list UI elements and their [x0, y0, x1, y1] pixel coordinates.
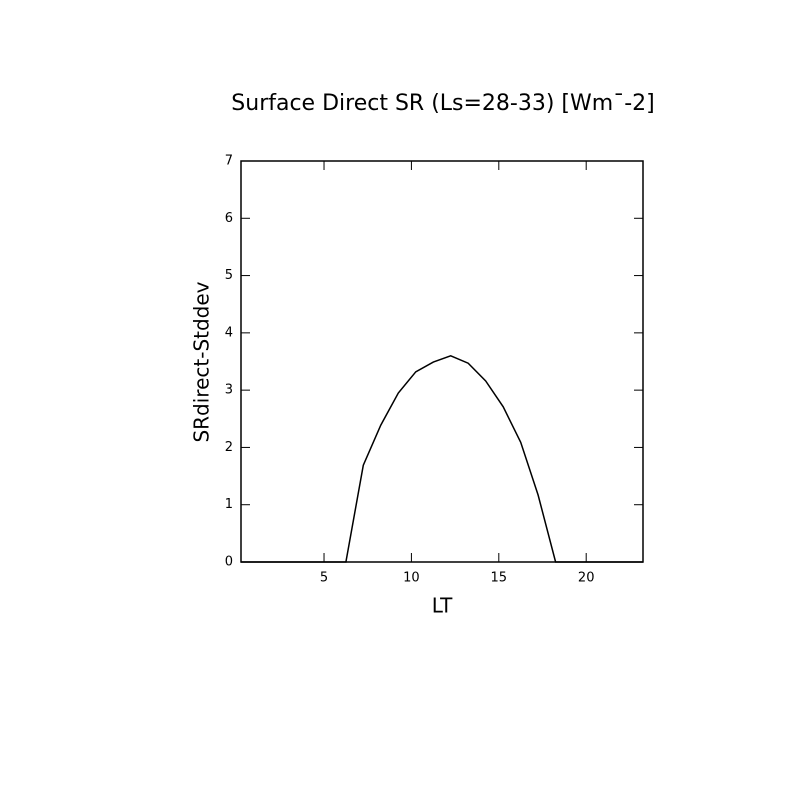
y-tick-label: 3: [225, 383, 233, 398]
y-tick-label: 1: [225, 497, 233, 512]
y-axis-label: SRdirect-Stddev: [190, 281, 214, 442]
x-tick-label: 5: [320, 571, 328, 586]
y-tick-label: 7: [225, 154, 233, 169]
data-line: [241, 354, 643, 563]
x-axis-label: LT: [432, 594, 453, 618]
y-tick-label: 6: [225, 211, 233, 226]
x-tick-label: 15: [491, 571, 508, 586]
y-tick-label: 5: [225, 268, 233, 283]
y-tick-label: 2: [225, 440, 233, 455]
x-tick-label: 10: [403, 571, 420, 586]
x-tick-label: 20: [578, 571, 595, 586]
plot-frame: [240, 160, 644, 563]
chart-title: Surface Direct SR (Ls=28-33) [Wm¯-2]: [231, 91, 654, 116]
y-tick-label: 0: [225, 555, 233, 570]
y-tick-label: 4: [225, 325, 233, 340]
